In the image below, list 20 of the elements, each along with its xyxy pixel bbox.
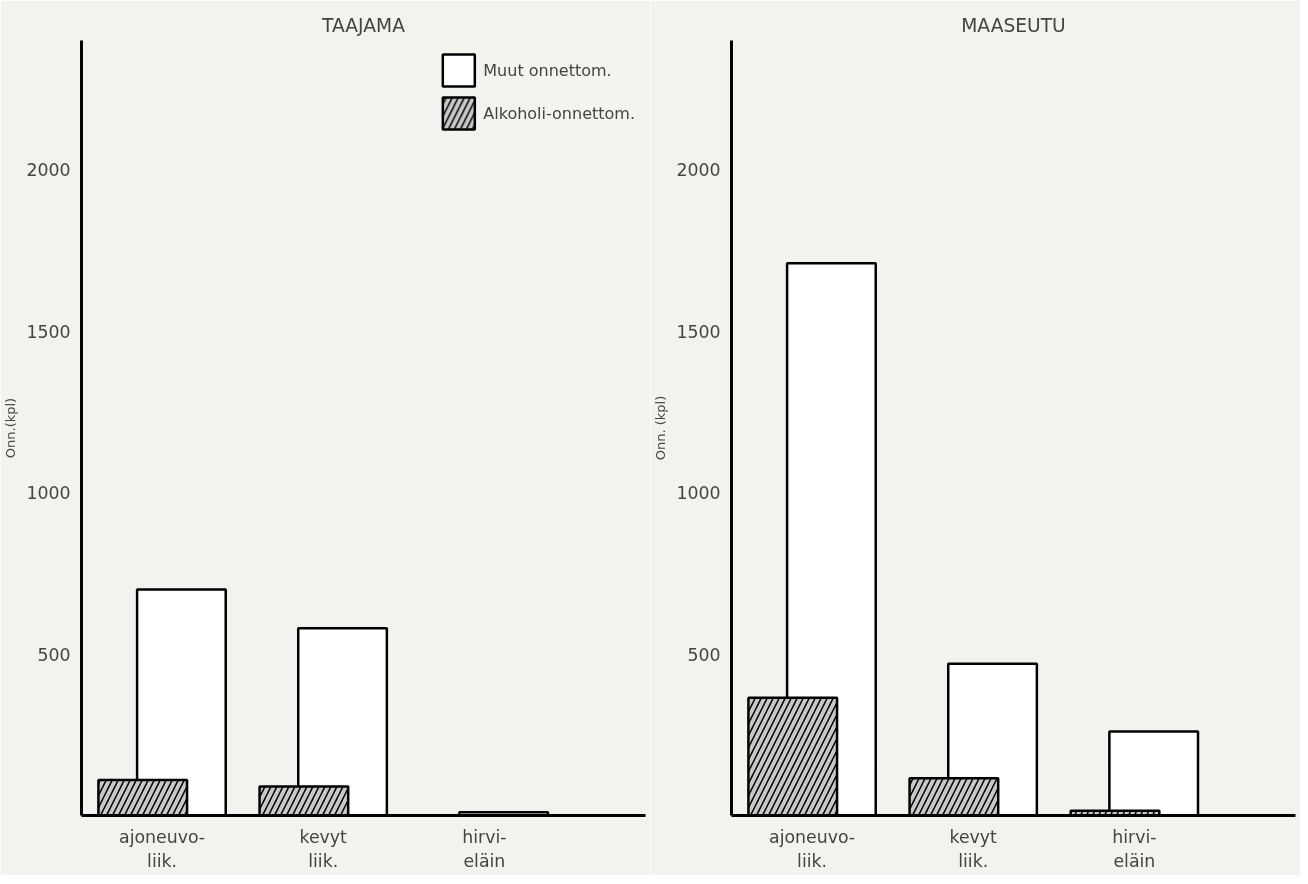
y-tick-label: 1000 [676,483,721,504]
chart-title: MAASEUTU [961,14,1066,36]
y-tick-label: 2000 [26,160,71,181]
legend-label: Alkoholi-onnettom. [483,103,635,123]
y-tick-label: 1500 [26,321,71,342]
x-tick-label: hirvi- eläin [1112,826,1157,871]
y-tick-label: 1500 [676,321,721,342]
y-tick-label: 500 [687,644,721,665]
x-tick-label: kevyt liik. [299,826,348,871]
x-tick-label: ajoneuvo- liik. [769,826,856,871]
y-tick-label: 500 [37,644,71,665]
y-tick-label: 2000 [676,160,721,181]
x-tick-label: ajoneuvo- liik. [119,826,206,871]
legend-label: Muut onnettom. [483,60,612,80]
chart-title: TAAJAMA [321,14,406,36]
y-axis-title: Onn. (kpl) [653,395,669,461]
y-tick-label: 1000 [26,483,71,504]
y-axis-title: Onn.(kpl) [3,397,19,459]
x-tick-label: kevyt liik. [949,826,998,871]
x-tick-label: hirvi- eläin [462,826,507,871]
